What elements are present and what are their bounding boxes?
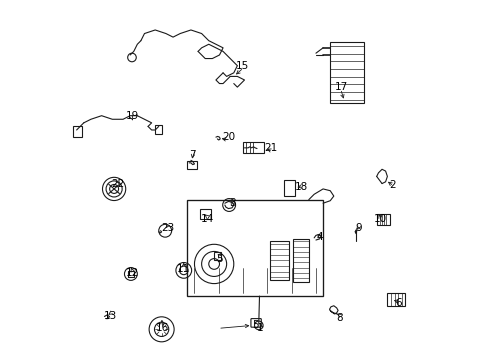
Text: 7: 7 (189, 150, 196, 160)
Bar (200, 209, 210, 219)
Bar (242, 143, 264, 153)
Bar (186, 161, 196, 169)
Text: 5: 5 (216, 253, 223, 264)
Text: 20: 20 (222, 132, 235, 142)
Bar (214, 252, 220, 260)
Bar (155, 125, 162, 134)
Bar (73, 126, 82, 137)
Bar (329, 42, 364, 103)
Text: 14: 14 (200, 214, 213, 224)
Text: 22: 22 (111, 179, 124, 189)
Text: 4: 4 (316, 232, 322, 242)
Bar (283, 180, 294, 196)
Bar (386, 293, 405, 306)
Text: 10: 10 (373, 214, 386, 224)
Text: 21: 21 (264, 143, 277, 153)
Text: 11: 11 (177, 264, 190, 274)
Text: 17: 17 (334, 82, 347, 92)
Text: 8: 8 (335, 312, 342, 323)
Text: 9: 9 (355, 223, 362, 233)
Text: 2: 2 (388, 180, 395, 190)
Text: 18: 18 (294, 182, 307, 192)
Text: 23: 23 (161, 223, 174, 233)
Text: 6: 6 (394, 298, 401, 308)
Text: 1: 1 (257, 323, 264, 333)
Text: 19: 19 (125, 111, 138, 121)
Bar (269, 241, 288, 280)
Text: 13: 13 (104, 311, 117, 321)
Text: 5: 5 (251, 320, 258, 330)
Text: 15: 15 (236, 61, 249, 71)
Text: 12: 12 (125, 268, 138, 278)
Bar (187, 200, 323, 296)
Bar (377, 214, 389, 225)
Bar (292, 239, 308, 282)
Text: 3: 3 (228, 198, 235, 208)
Text: 16: 16 (155, 323, 169, 333)
